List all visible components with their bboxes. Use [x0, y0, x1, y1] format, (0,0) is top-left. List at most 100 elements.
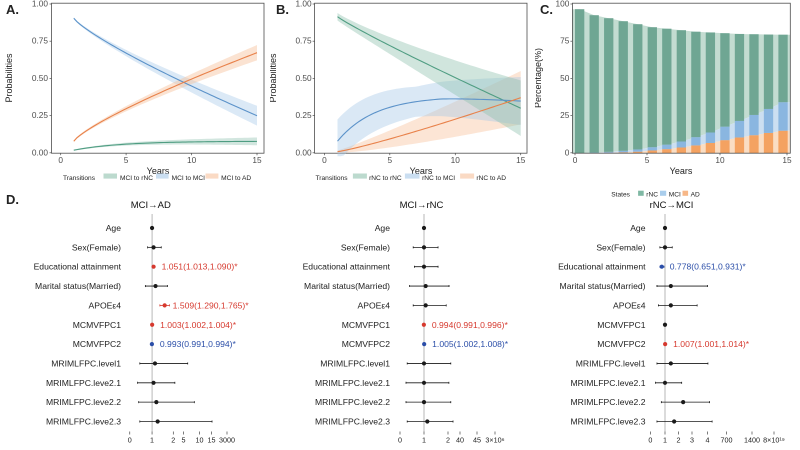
- svg-text:0: 0: [322, 155, 327, 165]
- svg-text:1.00: 1.00: [32, 0, 49, 9]
- svg-text:rNC to AD: rNC to AD: [476, 175, 506, 182]
- svg-text:25: 25: [560, 110, 570, 120]
- svg-text:MRIMLFPC.leve2.3: MRIMLFPC.leve2.3: [571, 417, 646, 427]
- svg-text:APOEε4: APOEε4: [613, 300, 646, 310]
- svg-text:1.003(1.002,1.004)*: 1.003(1.002,1.004)*: [160, 320, 237, 330]
- svg-text:1: 1: [150, 436, 154, 445]
- svg-text:0.75: 0.75: [295, 36, 312, 46]
- svg-text:15: 15: [252, 155, 262, 165]
- svg-text:15: 15: [516, 155, 526, 165]
- svg-text:1: 1: [663, 436, 667, 445]
- svg-text:Sex(Female): Sex(Female): [72, 242, 121, 252]
- svg-text:Marital status(Married): Marital status(Married): [304, 281, 390, 291]
- svg-text:0.50: 0.50: [32, 73, 49, 83]
- svg-text:0: 0: [648, 436, 652, 445]
- svg-text:4: 4: [706, 436, 710, 445]
- svg-text:Educational attainment: Educational attainment: [34, 262, 122, 272]
- svg-text:MRIMLFPC.leve2.3: MRIMLFPC.leve2.3: [315, 417, 390, 427]
- svg-text:MCMVFPC2: MCMVFPC2: [597, 339, 645, 349]
- svg-text:2: 2: [171, 436, 175, 445]
- svg-text:2: 2: [677, 436, 681, 445]
- svg-text:5: 5: [387, 155, 392, 165]
- svg-text:MCMVFPC1: MCMVFPC1: [342, 320, 390, 330]
- svg-text:8×10¹⁹: 8×10¹⁹: [763, 436, 785, 445]
- svg-text:Transitions: Transitions: [316, 175, 349, 182]
- svg-text:MCI to AD: MCI to AD: [221, 175, 251, 182]
- svg-text:10: 10: [196, 436, 204, 445]
- svg-text:3: 3: [690, 436, 694, 445]
- svg-text:MRIMLFPC.leve2.1: MRIMLFPC.leve2.1: [315, 378, 390, 388]
- svg-text:Marital status(Married): Marital status(Married): [560, 281, 646, 291]
- svg-text:50: 50: [560, 73, 570, 83]
- svg-text:Sex(Female): Sex(Female): [596, 242, 645, 252]
- svg-text:MCMVFPC1: MCMVFPC1: [73, 320, 121, 330]
- svg-text:Years: Years: [670, 166, 693, 176]
- svg-text:Age: Age: [375, 223, 391, 233]
- svg-text:0.50: 0.50: [295, 73, 312, 83]
- svg-text:MCI to rNC: MCI to rNC: [120, 175, 153, 182]
- svg-text:0: 0: [573, 155, 578, 165]
- svg-text:rNC→MCI: rNC→MCI: [650, 200, 694, 211]
- svg-text:75: 75: [560, 36, 570, 46]
- svg-text:Age: Age: [630, 223, 646, 233]
- svg-text:1.007(1.001,1.014)*: 1.007(1.001,1.014)*: [673, 339, 750, 349]
- svg-text:15: 15: [208, 436, 216, 445]
- svg-text:APOEε4: APOEε4: [358, 300, 391, 310]
- svg-text:1.00: 1.00: [295, 0, 312, 9]
- svg-text:1: 1: [422, 436, 426, 445]
- svg-text:3×10⁶: 3×10⁶: [485, 436, 504, 445]
- svg-text:1.005(1.002,1.008)*: 1.005(1.002,1.008)*: [432, 339, 509, 349]
- svg-text:0: 0: [398, 436, 402, 445]
- svg-text:MCI to MCI: MCI to MCI: [172, 175, 206, 182]
- svg-text:0.778(0.651,0.931)*: 0.778(0.651,0.931)*: [670, 262, 747, 272]
- svg-text:5: 5: [182, 436, 186, 445]
- svg-text:rNC to rNC: rNC to rNC: [369, 175, 402, 182]
- svg-text:10: 10: [187, 155, 197, 165]
- svg-text:MRIMLFPC.leve2.1: MRIMLFPC.leve2.1: [46, 378, 121, 388]
- svg-text:100: 100: [556, 0, 570, 9]
- svg-text:Transitions: Transitions: [63, 175, 96, 182]
- svg-text:MRIMLFPC.leve2.1: MRIMLFPC.leve2.1: [571, 378, 646, 388]
- svg-text:1400: 1400: [744, 436, 760, 445]
- svg-text:10: 10: [451, 155, 461, 165]
- svg-text:0.00: 0.00: [32, 147, 49, 157]
- svg-text:1.509(1.290,1.765)*: 1.509(1.290,1.765)*: [173, 300, 250, 310]
- svg-text:0: 0: [565, 147, 570, 157]
- svg-text:MCMVFPC2: MCMVFPC2: [73, 339, 121, 349]
- svg-text:10: 10: [715, 155, 725, 165]
- svg-text:MCMVFPC1: MCMVFPC1: [597, 320, 645, 330]
- svg-text:15: 15: [782, 155, 792, 165]
- svg-text:1.051(1.013,1.090)*: 1.051(1.013,1.090)*: [162, 262, 239, 272]
- svg-text:0.25: 0.25: [295, 110, 312, 120]
- svg-text:Probabilities: Probabilities: [270, 53, 278, 103]
- svg-text:Age: Age: [106, 223, 122, 233]
- svg-text:0.994(0.991,0.996)*: 0.994(0.991,0.996)*: [432, 320, 509, 330]
- svg-text:Educational attainment: Educational attainment: [558, 262, 646, 272]
- svg-text:MCMVFPC2: MCMVFPC2: [342, 339, 390, 349]
- svg-text:5: 5: [124, 155, 129, 165]
- svg-text:Sex(Female): Sex(Female): [341, 242, 390, 252]
- svg-text:rNC to MCI: rNC to MCI: [422, 175, 455, 182]
- svg-text:0.00: 0.00: [295, 147, 312, 157]
- svg-text:0.993(0.991,0.994)*: 0.993(0.991,0.994)*: [160, 339, 237, 349]
- svg-text:MCI→AD: MCI→AD: [131, 200, 171, 211]
- svg-text:MRIMLFPC.leve2.3: MRIMLFPC.leve2.3: [46, 417, 121, 427]
- svg-text:Educational attainment: Educational attainment: [303, 262, 391, 272]
- svg-text:3000: 3000: [219, 436, 235, 445]
- svg-text:2: 2: [446, 436, 450, 445]
- svg-text:40: 40: [456, 436, 464, 445]
- svg-text:5: 5: [645, 155, 650, 165]
- svg-text:MRIMLFPC.leve2.2: MRIMLFPC.leve2.2: [571, 397, 646, 407]
- svg-text:Percentage(%): Percentage(%): [535, 48, 543, 108]
- svg-text:0.75: 0.75: [32, 36, 49, 46]
- svg-text:0: 0: [128, 436, 132, 445]
- svg-text:0.25: 0.25: [32, 110, 49, 120]
- svg-text:APOEε4: APOEε4: [89, 300, 122, 310]
- svg-text:MRIMLFPC.level1: MRIMLFPC.level1: [320, 358, 390, 368]
- svg-text:MRIMLFPC.leve2.2: MRIMLFPC.leve2.2: [46, 397, 121, 407]
- svg-text:700: 700: [721, 436, 733, 445]
- svg-text:MCI→rNC: MCI→rNC: [400, 200, 444, 211]
- svg-text:Probabilities: Probabilities: [4, 53, 14, 103]
- svg-text:0: 0: [58, 155, 63, 165]
- svg-text:45: 45: [473, 436, 481, 445]
